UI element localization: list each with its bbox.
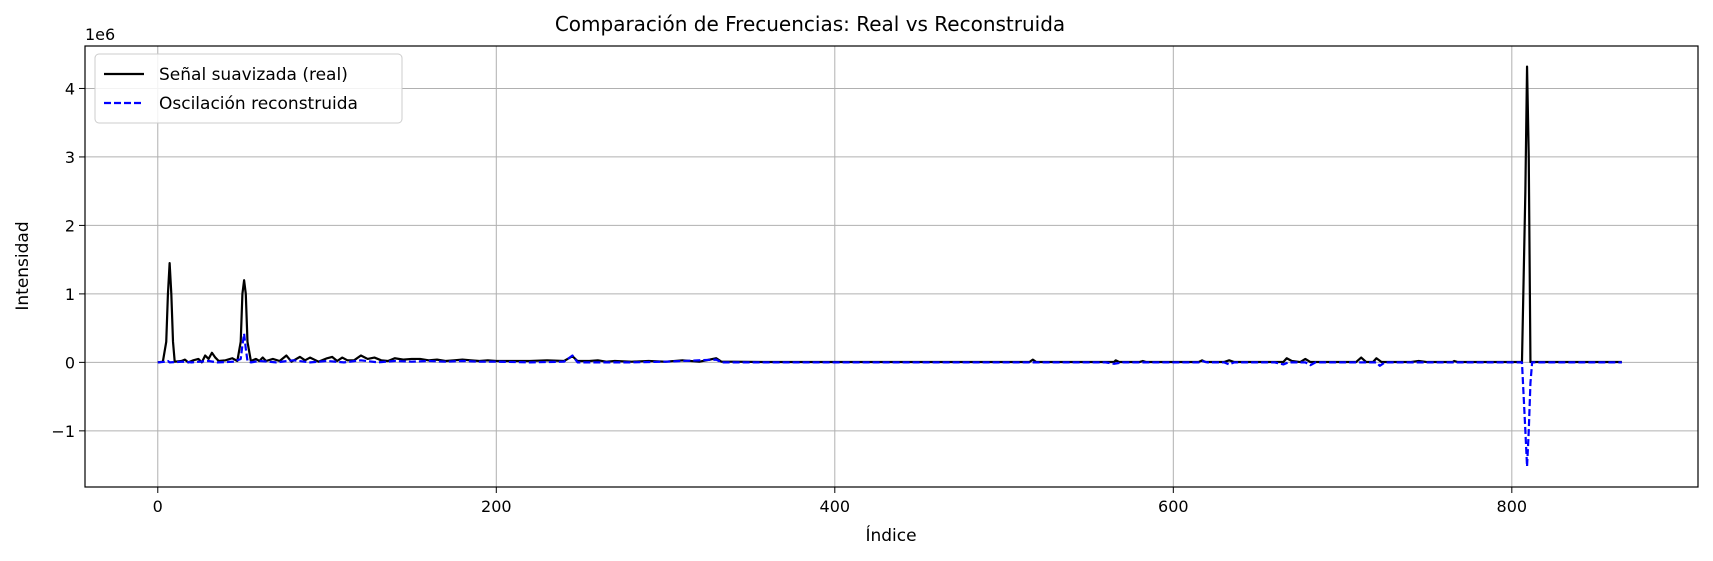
x-tick-label: 200 — [481, 497, 512, 516]
series-line-reconstructed — [157, 332, 1622, 468]
chart-title: Comparación de Frecuencias: Real vs Reco… — [555, 12, 1065, 36]
legend-label-reconstructed: Oscilación reconstruida — [159, 94, 358, 114]
x-tick-label: 600 — [1158, 497, 1189, 516]
y-tick-label: 0 — [65, 353, 75, 372]
y-tick-label: 4 — [65, 79, 75, 98]
series-layer — [157, 65, 1622, 468]
y-tick-label: 2 — [65, 216, 75, 235]
x-axis-label: Índice — [865, 524, 916, 546]
y-tick-label: 3 — [65, 148, 75, 167]
x-tick-label: 800 — [1497, 497, 1528, 516]
axes-frame — [84, 45, 1699, 488]
legend-label-real: Señal suavizada (real) — [159, 65, 348, 85]
y-tick-label: −1 — [51, 422, 75, 441]
legend-box — [94, 53, 403, 124]
ticks: 0 200 400 600 800 −1 0 1 2 3 4 — [51, 79, 1527, 516]
y-offset-label: 1e6 — [85, 25, 115, 44]
x-tick-label: 0 — [153, 497, 163, 516]
x-tick-label: 400 — [820, 497, 851, 516]
y-tick-label: 1 — [65, 285, 75, 304]
y-axis-label: Intensidad — [13, 221, 33, 310]
legend: Señal suavizada (real) Oscilación recons… — [94, 53, 403, 124]
